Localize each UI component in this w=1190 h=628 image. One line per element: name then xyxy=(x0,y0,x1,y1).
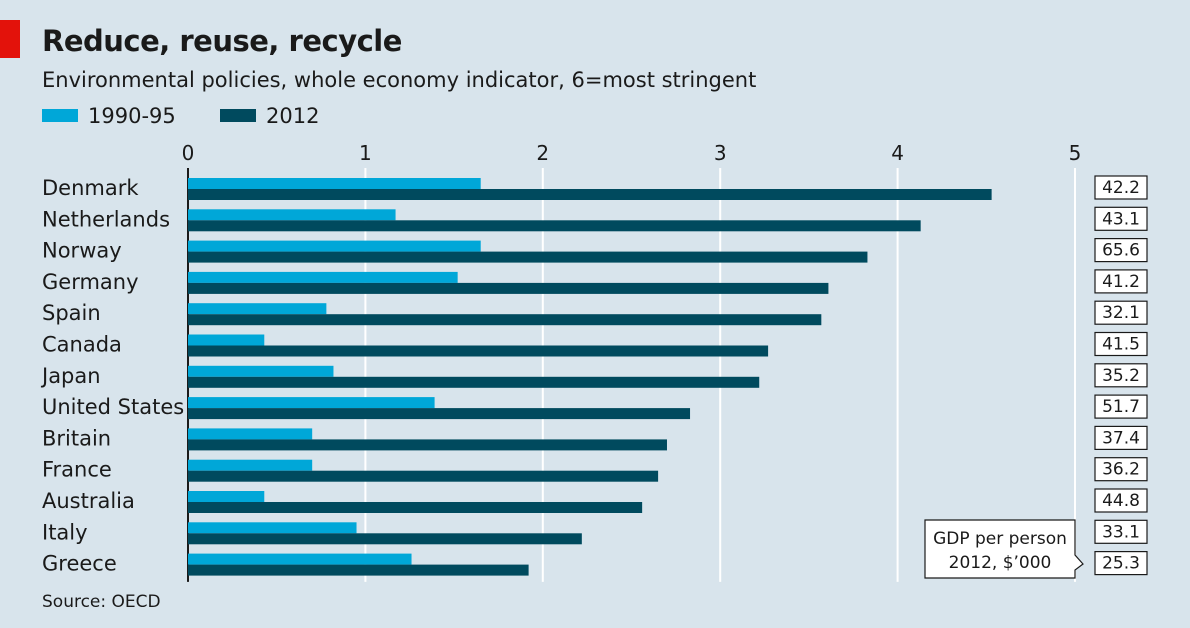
x-tick-label-0: 0 xyxy=(182,141,195,165)
bar-2012-greece xyxy=(188,564,529,576)
brand-accent-tag xyxy=(0,20,20,58)
country-label-france: France xyxy=(42,458,112,482)
bar-1990-95-norway xyxy=(188,240,481,252)
bar-2012-netherlands xyxy=(188,220,921,232)
bar-1990-95-united-states xyxy=(188,397,435,409)
country-label-japan: Japan xyxy=(40,364,101,388)
gdp-box-spain xyxy=(1094,300,1148,325)
gdp-box-greece xyxy=(1094,550,1148,576)
gdp-box-britain xyxy=(1094,425,1148,450)
bar-2012-united-states xyxy=(188,408,691,420)
gdp-value-germany: 41.2 xyxy=(1102,272,1140,292)
bar-1990-95-italy xyxy=(188,522,357,534)
legend-swatch-2012 xyxy=(220,109,256,122)
country-label-australia: Australia xyxy=(42,489,135,513)
gdp-box-germany xyxy=(1094,269,1148,294)
gdp-value-denmark: 42.2 xyxy=(1102,178,1140,198)
gdp-box-japan xyxy=(1094,363,1148,388)
bar-2012-norway xyxy=(188,251,868,263)
country-label-united-states: United States xyxy=(42,395,184,419)
x-tick-label-3: 3 xyxy=(714,141,727,165)
legend-label-1990-95: 1990-95 xyxy=(88,104,176,128)
gdp-note-line-1: GDP per person xyxy=(933,529,1067,549)
gdp-box-united-states xyxy=(1094,394,1148,419)
country-label-italy: Italy xyxy=(42,520,88,544)
bar-2012-japan xyxy=(188,376,760,388)
gdp-box-canada xyxy=(1094,331,1148,357)
country-label-germany: Germany xyxy=(42,270,139,294)
bar-2012-france xyxy=(188,470,659,482)
gdp-box-australia xyxy=(1094,488,1148,513)
bar-1990-95-germany xyxy=(188,271,458,283)
bar-1990-95-canada xyxy=(188,334,265,346)
gdp-box-france xyxy=(1094,457,1148,482)
country-label-norway: Norway xyxy=(42,239,122,263)
country-label-netherlands: Netherlands xyxy=(42,207,170,231)
bar-1990-95-france xyxy=(188,459,313,471)
x-tick-label-2: 2 xyxy=(536,141,549,165)
bar-1990-95-spain xyxy=(188,303,327,315)
gdp-value-united-states: 51.7 xyxy=(1102,397,1140,417)
legend-swatch-1990-95 xyxy=(42,109,78,122)
bar-2012-italy xyxy=(188,533,582,545)
gdp-box-denmark xyxy=(1094,175,1148,200)
gdp-value-italy: 33.1 xyxy=(1102,522,1140,542)
country-label-britain: Britain xyxy=(42,426,111,450)
bar-2012-australia xyxy=(188,502,643,513)
legend-label-2012: 2012 xyxy=(266,104,320,128)
bar-1990-95-denmark xyxy=(188,178,481,189)
gdp-box-norway xyxy=(1094,238,1148,263)
bar-2012-britain xyxy=(188,439,667,451)
x-tick-label-5: 5 xyxy=(1069,141,1082,165)
bar-1990-95-australia xyxy=(188,491,265,502)
chart-title: Reduce, reuse, recycle xyxy=(42,24,402,58)
x-tick-label-1: 1 xyxy=(359,141,372,165)
bar-2012-denmark xyxy=(188,189,992,200)
bar-2012-spain xyxy=(188,314,822,326)
gdp-value-japan: 35.2 xyxy=(1102,366,1140,386)
gdp-box-italy xyxy=(1094,519,1148,544)
country-label-denmark: Denmark xyxy=(42,176,139,200)
bar-1990-95-japan xyxy=(188,365,334,377)
gdp-value-britain: 37.4 xyxy=(1102,428,1140,448)
country-label-spain: Spain xyxy=(42,301,101,325)
country-label-canada: Canada xyxy=(42,333,122,357)
gdp-value-greece: 25.3 xyxy=(1102,554,1140,574)
source-note: Source: OECD xyxy=(42,592,161,612)
gdp-value-canada: 41.5 xyxy=(1102,335,1140,355)
gdp-note-callout xyxy=(924,519,1084,579)
gdp-value-spain: 32.1 xyxy=(1102,303,1140,323)
gdp-value-norway: 65.6 xyxy=(1102,241,1140,261)
gdp-value-france: 36.2 xyxy=(1102,460,1140,480)
country-label-greece: Greece xyxy=(42,552,117,576)
bar-2012-germany xyxy=(188,282,829,294)
x-tick-label-4: 4 xyxy=(891,141,904,165)
gdp-box-netherlands xyxy=(1094,206,1148,231)
gdp-value-netherlands: 43.1 xyxy=(1102,209,1140,229)
gdp-value-australia: 44.8 xyxy=(1102,491,1140,511)
bar-1990-95-britain xyxy=(188,428,313,440)
bar-1990-95-netherlands xyxy=(188,209,396,221)
bar-1990-95-greece xyxy=(188,553,412,565)
gdp-note-line-2: 2012, $’000 xyxy=(949,553,1052,573)
chart-subtitle: Environmental policies, whole economy in… xyxy=(42,68,757,92)
bar-2012-canada xyxy=(188,345,769,357)
